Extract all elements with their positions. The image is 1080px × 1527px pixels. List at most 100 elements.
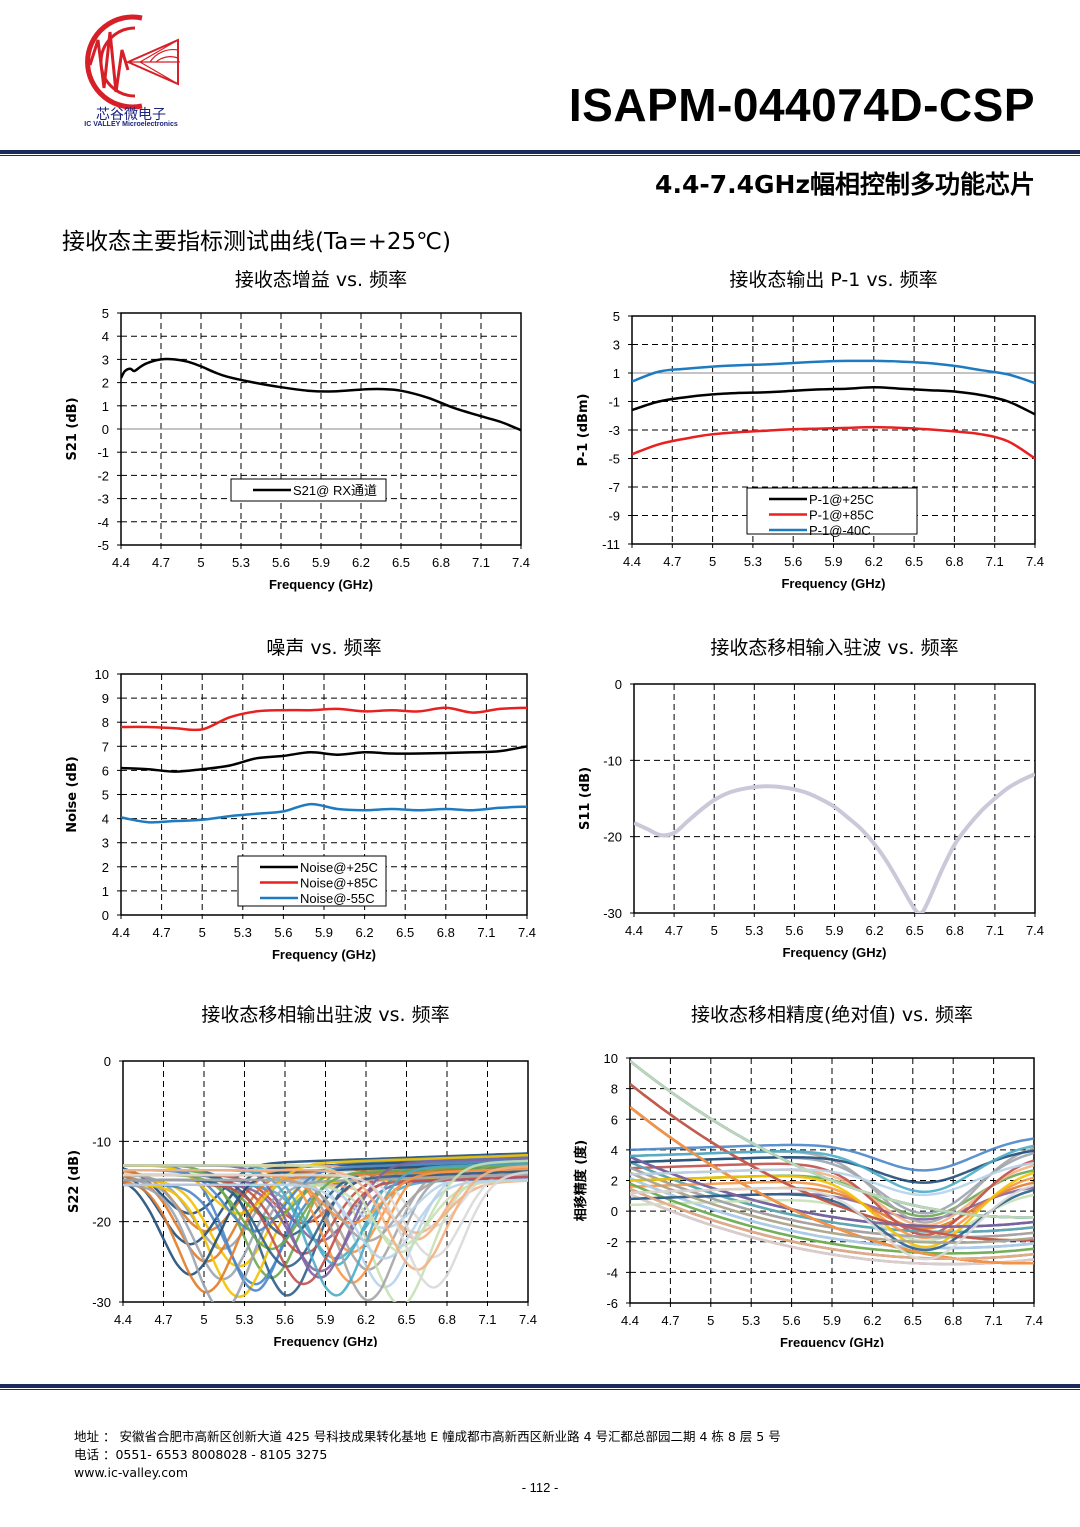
x-tick-label: 6.8 bbox=[438, 1312, 456, 1327]
series-line bbox=[630, 1176, 1034, 1240]
y-tick-label: 5 bbox=[102, 306, 109, 321]
y-tick-label: -20 bbox=[603, 830, 622, 845]
y-tick-label: 0 bbox=[615, 677, 622, 692]
x-tick-label: 4.7 bbox=[154, 1312, 172, 1327]
plot-lines bbox=[630, 1060, 1034, 1266]
y-tick-label: -1 bbox=[608, 395, 620, 410]
series-line bbox=[630, 1183, 1034, 1261]
y-tick-label: -9 bbox=[608, 509, 620, 524]
x-tick-label: 4.4 bbox=[625, 923, 643, 938]
y-tick-label: -2 bbox=[606, 1235, 618, 1250]
y-tick-label: 4 bbox=[102, 812, 109, 827]
x-tick-label: 5.9 bbox=[312, 555, 330, 570]
x-tick-label: 7.4 bbox=[519, 1312, 537, 1327]
series-line bbox=[630, 1155, 1034, 1228]
series-line bbox=[630, 1171, 1034, 1249]
logo-english-name: IC VALLEY Microelectronics bbox=[84, 121, 178, 128]
footer-divider-thin bbox=[0, 1389, 1080, 1390]
y-tick-label: 8 bbox=[611, 1082, 618, 1097]
y-tick-label: 6 bbox=[102, 763, 109, 778]
series-line bbox=[630, 1161, 1034, 1197]
chart-svg: 接收态移相输出驻波 vs. 频率 4.4 4.7 5 5.3 5.6 5.9 6.2 6.5 6.… bbox=[67, 1004, 537, 1347]
x-tick-label: 6.2 bbox=[866, 923, 884, 938]
y-tick-label: -20 bbox=[92, 1215, 111, 1230]
series-line bbox=[630, 1144, 1034, 1194]
series-line bbox=[630, 1160, 1034, 1234]
y-tick-label: 10 bbox=[95, 667, 109, 682]
footer-website[interactable]: www.ic-valley.com bbox=[74, 1465, 188, 1480]
company-logo bbox=[85, 14, 180, 110]
chart-p1: 接收态输出 P-1 vs. 频率 4.4 4.7 5 5.3 5.6 5.9 6.2 6.5 6.… bbox=[540, 262, 1080, 612]
series-line bbox=[123, 1165, 528, 1271]
plot-lines bbox=[123, 1152, 528, 1302]
y-tick-label: -6 bbox=[606, 1296, 618, 1311]
x-tick-label: 5.6 bbox=[272, 555, 290, 570]
series-line bbox=[630, 1171, 1034, 1244]
chart-title: 接收态移相输出驻波 vs. 频率 bbox=[201, 1004, 449, 1026]
x-tick-label: 5.6 bbox=[784, 554, 802, 569]
chart-svg: 接收态增益 vs. 频率 4.4 4.7 5 5.3 5.6 5.9 6.2 6.5 6.8 7.1… bbox=[65, 269, 530, 592]
x-tick-label: 6.5 bbox=[904, 1313, 922, 1328]
x-tick-label: 6.8 bbox=[437, 925, 455, 940]
page-number: - 112 - bbox=[521, 1480, 559, 1495]
x-axis-label: Frequency (GHz) bbox=[781, 576, 885, 591]
x-axis-label: Frequency (GHz) bbox=[273, 1334, 377, 1347]
x-tick-label: 5 bbox=[197, 555, 204, 570]
x-tick-label: 6.2 bbox=[863, 1313, 881, 1328]
legend-box bbox=[746, 487, 918, 535]
legend-box bbox=[230, 478, 387, 502]
x-tick-label: 7.4 bbox=[518, 925, 536, 940]
y-tick-label: 0 bbox=[104, 1054, 111, 1069]
x-tick-label: 7.1 bbox=[477, 925, 495, 940]
x-tick-label: 6.8 bbox=[946, 923, 964, 938]
y-tick-label: -1 bbox=[97, 445, 109, 460]
x-tick-label: 4.4 bbox=[112, 925, 130, 940]
x-tick-label: 4.7 bbox=[665, 923, 683, 938]
x-tick-label: 7.4 bbox=[1026, 923, 1044, 938]
x-axis-label: Frequency (GHz) bbox=[272, 947, 376, 962]
x-tick-label: 5 bbox=[200, 1312, 207, 1327]
y-tick-label: 5 bbox=[102, 788, 109, 803]
x-tick-label: 4.4 bbox=[621, 1313, 639, 1328]
x-tick-label: 6.2 bbox=[865, 554, 883, 569]
footer-phone: 电话 ：0551- 6553 8008028 - 8105 3275 bbox=[74, 1447, 328, 1462]
x-tick-label: 6.2 bbox=[357, 1312, 375, 1327]
y-tick-label: 9 bbox=[102, 691, 109, 706]
x-tick-label: 4.4 bbox=[112, 555, 130, 570]
series-line bbox=[123, 1172, 528, 1243]
y-tick-label: 3 bbox=[102, 352, 109, 367]
logo-chinese-name: 芯谷微电子 bbox=[96, 107, 166, 123]
series-line bbox=[632, 359, 1035, 385]
x-tick-label: 4.7 bbox=[661, 1313, 679, 1328]
x-tick-label: 7.1 bbox=[985, 1313, 1003, 1328]
x-tick-label: 5 bbox=[711, 923, 718, 938]
x-tick-label: 6.5 bbox=[906, 923, 924, 938]
footer-divider bbox=[0, 1384, 1080, 1388]
y-axis-label: P-1 (dBm) bbox=[576, 394, 591, 467]
y-tick-label: 1 bbox=[613, 366, 620, 381]
series-line bbox=[630, 1083, 1034, 1242]
series-line bbox=[632, 386, 1035, 416]
x-tick-label: 6.5 bbox=[397, 1312, 415, 1327]
x-tick-label: 6.8 bbox=[432, 555, 450, 570]
x-tick-label: 5 bbox=[707, 1313, 714, 1328]
x-tick-label: 5.9 bbox=[823, 1313, 841, 1328]
y-tick-label: 1 bbox=[102, 399, 109, 414]
series-line bbox=[632, 425, 1035, 460]
x-tick-label: 5.3 bbox=[744, 554, 762, 569]
section-title: 接收态主要指标测试曲线(Ta=+25℃) bbox=[62, 229, 451, 255]
y-tick-label: -5 bbox=[97, 538, 109, 553]
y-tick-label: 2 bbox=[102, 376, 109, 391]
y-tick-label: 2 bbox=[102, 860, 109, 875]
x-tick-label: 7.1 bbox=[478, 1312, 496, 1327]
y-tick-label: 0 bbox=[102, 422, 109, 437]
x-tick-label: 7.4 bbox=[1026, 554, 1044, 569]
x-tick-label: 5.6 bbox=[783, 1313, 801, 1328]
x-tick-label: 5.6 bbox=[276, 1312, 294, 1327]
chart-title: 噪声 vs. 频率 bbox=[266, 637, 381, 659]
x-tick-label: 5.9 bbox=[316, 1312, 334, 1327]
plot-lines bbox=[634, 772, 1035, 913]
series-line bbox=[634, 772, 1035, 913]
series-line bbox=[121, 357, 521, 432]
y-tick-label: -10 bbox=[92, 1134, 111, 1149]
